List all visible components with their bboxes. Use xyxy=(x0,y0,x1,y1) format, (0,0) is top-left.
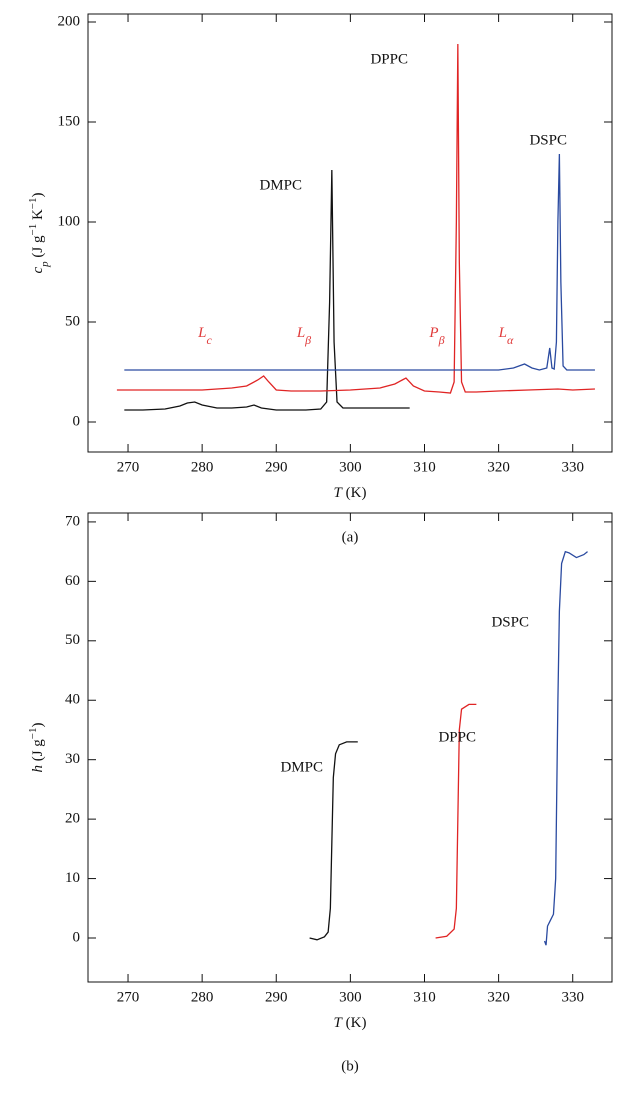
y-tick-label: 10 xyxy=(65,870,80,886)
y-tick-label: 150 xyxy=(58,113,81,129)
y-tick-label: 40 xyxy=(65,692,80,708)
label-part: K xyxy=(30,209,46,224)
phase-letter: P xyxy=(428,325,438,341)
phase-sub: α xyxy=(507,333,514,347)
x-tick-label: 290 xyxy=(265,989,288,1005)
series-line xyxy=(124,169,410,411)
phase-label: Lβ xyxy=(296,325,311,346)
series-label: DMPC xyxy=(259,177,302,193)
phase-sub: β xyxy=(304,333,311,347)
label-part: T xyxy=(334,1015,344,1031)
y-tick-label: 0 xyxy=(73,413,81,429)
x-tick-label: 320 xyxy=(487,989,510,1005)
y-tick-label: 50 xyxy=(65,632,80,648)
label-part: h xyxy=(30,765,46,773)
y-tick-label: 30 xyxy=(65,751,80,767)
label-part: −1 xyxy=(27,727,39,739)
x-tick-label: 300 xyxy=(339,989,362,1005)
y-tick-label: 200 xyxy=(58,13,81,29)
x-axis-label: T (K) xyxy=(334,485,367,501)
label-part: T xyxy=(334,485,344,501)
label-part: ) xyxy=(30,722,46,727)
series-line xyxy=(543,550,588,946)
x-tick-label: 330 xyxy=(561,459,584,475)
series-label: DPPC xyxy=(370,51,408,67)
label-part: −1 xyxy=(27,197,39,209)
phase-letter: L xyxy=(197,325,206,341)
plot-frame xyxy=(87,512,613,983)
y-tick-label: 50 xyxy=(65,313,80,329)
label-part: ) xyxy=(30,192,46,197)
series-label: DSPC xyxy=(491,614,529,630)
series-line xyxy=(435,703,477,939)
y-axis-label: cp (J g−1 K−1) xyxy=(27,192,51,273)
phase-label: Lc xyxy=(197,325,212,346)
series-label: DSPC xyxy=(529,132,567,148)
label-part: −1 xyxy=(27,224,39,236)
series-line xyxy=(309,741,358,941)
label-part: p xyxy=(39,261,51,268)
x-tick-label: 280 xyxy=(191,989,214,1005)
phase-label: Pβ xyxy=(428,325,444,346)
phase-letter: L xyxy=(296,325,305,341)
label-part: (K) xyxy=(342,1015,367,1031)
x-tick-label: 320 xyxy=(487,459,510,475)
y-axis-label: h (J g−1) xyxy=(27,722,46,772)
phase-letter: L xyxy=(498,325,507,341)
x-tick-label: 310 xyxy=(413,459,436,475)
phase-sub: β xyxy=(438,333,445,347)
label-part: c xyxy=(30,267,46,274)
x-axis-label: T (K) xyxy=(334,1015,367,1031)
series-line xyxy=(124,153,595,371)
x-tick-label: 310 xyxy=(413,989,436,1005)
series-line xyxy=(116,43,595,394)
y-tick-label: 20 xyxy=(65,811,80,827)
y-tick-label: 60 xyxy=(65,573,80,589)
x-tick-label: 280 xyxy=(191,459,214,475)
plot-frame xyxy=(87,13,613,453)
label-part: (K) xyxy=(342,485,367,501)
y-tick-label: 70 xyxy=(65,513,80,529)
x-tick-label: 270 xyxy=(117,989,140,1005)
subcaption: (b) xyxy=(341,1058,359,1074)
x-tick-label: 300 xyxy=(339,459,362,475)
label-part: (J g xyxy=(30,235,46,261)
series-label: DMPC xyxy=(280,759,323,775)
x-tick-label: 270 xyxy=(117,459,140,475)
subcaption: (a) xyxy=(342,529,359,545)
x-tick-label: 330 xyxy=(561,989,584,1005)
y-tick-label: 100 xyxy=(58,213,81,229)
series-label: DPPC xyxy=(438,729,476,745)
y-tick-label: 0 xyxy=(73,929,81,945)
phase-sub: c xyxy=(207,333,213,347)
label-part: (J g xyxy=(30,739,46,765)
x-tick-label: 290 xyxy=(265,459,288,475)
phase-label: Lα xyxy=(498,325,514,346)
